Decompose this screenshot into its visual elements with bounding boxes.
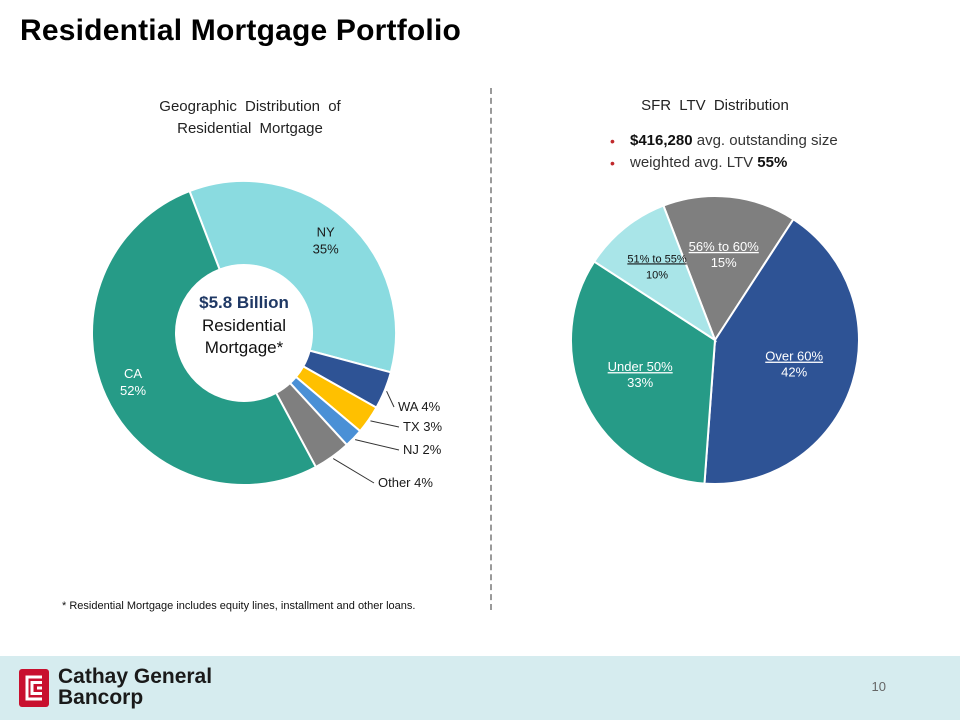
- geo-chart-title: Geographic Distribution of Residential M…: [130, 96, 370, 140]
- ltv-chart-title: SFR LTV Distribution: [641, 97, 789, 114]
- pie-pct-51-to-55: 10%: [646, 269, 668, 281]
- center-line3: Mortgage*: [205, 338, 284, 357]
- avg-size-value: $416,280: [630, 132, 693, 149]
- pie-label-51-to-55: 51% to 55%: [627, 253, 687, 265]
- donut-leader-tx: [370, 420, 400, 428]
- footer-bar: Cathay General Bancorp 10: [0, 656, 960, 720]
- page-number: 10: [871, 679, 886, 694]
- donut-label-nj: NJ 2%: [403, 442, 442, 457]
- cathay-logo-icon: [19, 669, 49, 707]
- charts-canvas: NY 35% WA 4% TX 3% NJ 2% Other 4% CA 52% 56% to…: [91, 180, 860, 490]
- pie-slice-over-60: [703, 217, 860, 485]
- donut-leader-wa: [386, 390, 395, 408]
- bullet-weighted-ltv: weighted avg. LTV 55%: [606, 152, 838, 174]
- company-logo-text: Cathay General Bancorp: [58, 666, 212, 708]
- pie-slice-51-to-55: [592, 204, 718, 343]
- avg-size-text: avg. outstanding size: [692, 132, 838, 149]
- logo-line2: Bancorp: [58, 686, 144, 709]
- pie-label-56-to-60: 56% to 60%: [689, 239, 760, 254]
- center-line2: Residential: [202, 316, 286, 335]
- ltv-pie-chart: 56% to 60%15% Over 60%42% Under 50%33% 51% …: [570, 195, 860, 485]
- bullet-avg-size: $416,280 avg. outstanding size: [606, 130, 838, 152]
- footnote: * Residential Mortgage includes equity l…: [62, 600, 416, 612]
- donut-label-tx: TX 3%: [403, 419, 442, 434]
- donut-label-ny: NY: [317, 224, 335, 239]
- section-divider: [490, 88, 492, 610]
- pie-pct-over-60: 42%: [781, 365, 807, 380]
- pie-label-over-60: Over 60%: [765, 349, 823, 364]
- pie-label-under-50: Under 50%: [608, 359, 673, 374]
- pie-slice-56-to-60: [662, 195, 795, 343]
- geo-donut-chart: NY 35% WA 4% TX 3% NJ 2% Other 4% CA 52%: [91, 180, 442, 490]
- page-title: Residential Mortgage Portfolio: [20, 14, 462, 47]
- center-amount: $5.8 Billion: [199, 293, 289, 312]
- donut-label-ca: CA: [124, 366, 142, 381]
- ltv-bullets: $416,280 avg. outstanding size weighted …: [606, 130, 838, 174]
- weighted-ltv-value: 55%: [757, 154, 788, 171]
- pie-pct-under-50: 33%: [627, 375, 653, 390]
- donut-pct-ca: 52%: [120, 383, 146, 398]
- geo-chart-title-line2: Residential Mortgage: [177, 120, 323, 137]
- geo-chart-title-line1: Geographic Distribution of: [159, 98, 341, 115]
- donut-leader-nj: [355, 439, 400, 451]
- donut-leader-other: [332, 458, 375, 484]
- donut-pct-ny: 35%: [313, 241, 339, 256]
- logo-line1: Cathay General: [58, 665, 213, 688]
- weighted-ltv-text: weighted avg. LTV: [630, 154, 758, 171]
- donut-center-label: $5.8 Billion Residential Mortgage*: [199, 293, 289, 357]
- donut-label-other: Other 4%: [378, 475, 433, 490]
- donut-hole: [176, 265, 312, 401]
- donut-label-wa: WA 4%: [398, 399, 441, 414]
- pie-pct-56-to-60: 15%: [711, 255, 737, 270]
